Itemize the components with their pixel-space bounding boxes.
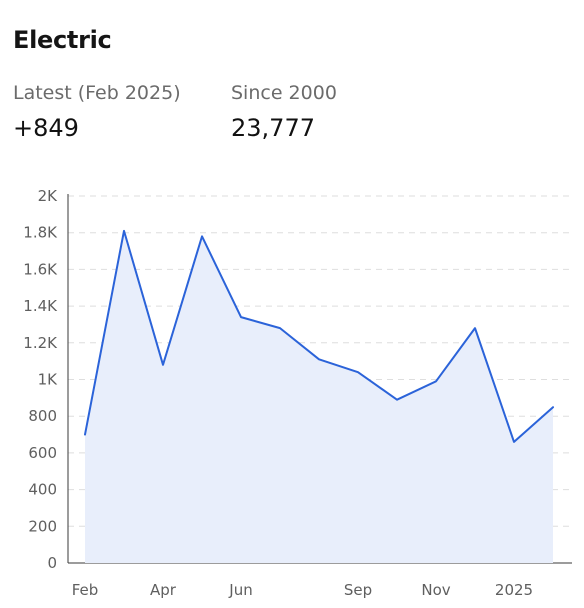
y-tick-label: 1.4K [23,297,58,315]
series-line [84,229,554,443]
since-stat: Since 2000 23,777 [231,82,337,142]
x-tick-label: 2025 [495,581,533,599]
y-tick-label: 0 [47,554,57,572]
y-tick-label: 800 [28,407,57,425]
since-label: Since 2000 [231,82,337,104]
latest-value: +849 [13,114,79,142]
y-tick-label: 1.8K [23,224,58,242]
y-tick-label: 1.2K [23,334,58,352]
chart-title: Electric [13,26,112,54]
y-tick-label: 200 [28,517,57,535]
series-area [85,230,553,564]
x-tick-label: Nov [421,581,450,599]
y-tick-label: 600 [28,444,57,462]
latest-stat: Latest (Feb 2025) +849 [13,82,181,142]
since-value: 23,777 [231,114,315,142]
x-tick-label: Sep [344,581,372,599]
y-tick-label: 2K [38,187,59,205]
y-tick-label: 1.6K [23,260,58,278]
y-tick-label: 1K [38,371,59,389]
y-tick-label: 400 [28,481,57,499]
x-tick-label: Jun [228,581,252,599]
x-tick-label: Feb [72,581,99,599]
x-tick-label: Apr [150,581,177,599]
latest-label: Latest (Feb 2025) [13,82,181,104]
